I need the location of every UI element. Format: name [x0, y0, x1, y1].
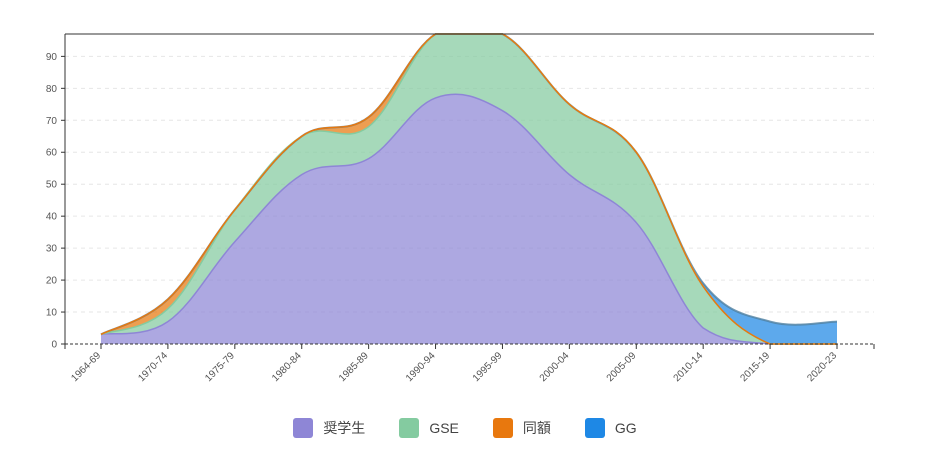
y-tick-label: 90 [46, 52, 58, 63]
legend-swatch [492, 418, 513, 438]
x-tick-label: 1995-99 [471, 350, 505, 384]
legend-item[interactable]: 同額 [492, 418, 551, 438]
legend-swatch [584, 418, 605, 438]
legend-label: GSE [429, 420, 459, 436]
legend-label: 奨学生 [323, 420, 366, 436]
area-series-layer [100, 32, 838, 345]
x-tick-label: 1975-79 [203, 350, 237, 384]
x-tick-label: 1964-69 [69, 350, 103, 384]
y-tick-label: 10 [46, 308, 58, 319]
series-line-1 [100, 93, 837, 345]
y-tick-label: 20 [46, 276, 58, 287]
legend-swatch [399, 418, 420, 438]
x-tick-label: 2015-19 [738, 350, 772, 384]
x-tick-label: 1970-74 [136, 350, 170, 384]
legend-swatch [293, 418, 314, 438]
y-tick-label: 70 [46, 116, 58, 127]
x-tick-label: 1990-94 [404, 350, 438, 384]
legend: 奨学生 GSE 同額 GG [0, 418, 930, 438]
legend-item[interactable]: 奨学生 [293, 418, 365, 438]
x-tick-label: 2000-04 [538, 350, 572, 384]
y-tick-label: 80 [46, 84, 58, 95]
legend-label: GG [614, 420, 637, 436]
y-tick-label: 0 [51, 340, 57, 351]
legend-label: 同額 [522, 420, 551, 436]
y-tick-label: 40 [46, 212, 58, 223]
x-tick-label: 2020-23 [805, 350, 839, 384]
x-tick-label: 1980-84 [270, 350, 304, 384]
x-tick-label: 2010-14 [672, 350, 706, 384]
x-tick-label: 2005-09 [605, 350, 639, 384]
y-tick-label: 50 [46, 180, 58, 191]
stacked-area-chart: 0 10 20 30 40 50 60 70 80 90 1964-69 1970-74 1975-79… [46, 32, 875, 384]
area-1 [101, 94, 837, 344]
legend-item[interactable]: GG [584, 418, 637, 438]
x-tick-label: 1985-89 [337, 350, 371, 384]
legend-item[interactable]: GSE [399, 418, 459, 438]
y-tick-label: 30 [46, 244, 58, 255]
area-2 [101, 34, 837, 344]
y-tick-label: 60 [46, 148, 58, 159]
